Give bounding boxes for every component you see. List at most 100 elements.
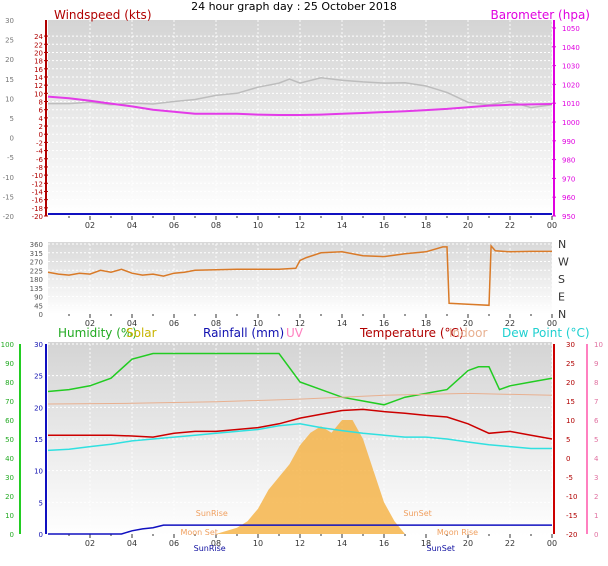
humidity-ytick-label: 50	[5, 436, 14, 444]
baro-ytick-label: 1000	[562, 119, 580, 127]
legend-indoor: Indoor	[449, 326, 487, 340]
wind-ytick-label: 10	[34, 90, 43, 98]
dir-xtick-label: 00	[547, 319, 557, 328]
temp-xtick-label: 08	[211, 539, 221, 548]
temp-ytick-label: 10	[566, 417, 575, 425]
dir-xtick-label: 08	[211, 319, 221, 328]
wind-panel: -20-18-16-14-12-10-8-6-4-202468101214161…	[3, 17, 580, 230]
temp-xtick-label: 02	[85, 539, 95, 548]
temperature-legend: Humidity (%) Solar Rainfall (mm) UV Temp…	[58, 326, 590, 340]
baro-ytick-label: 950	[562, 213, 575, 221]
baro-ytick-label: 970	[562, 175, 575, 183]
dir-compass-label: S	[558, 273, 565, 286]
temp-xtick-label: 22	[505, 539, 515, 548]
wind-xtick-label: 08	[211, 221, 221, 230]
temp-xtick-label: 14	[337, 539, 347, 548]
wind-ytick-label: 22	[34, 41, 43, 49]
temp-ytick-label: -5	[566, 474, 573, 482]
annotation-sunrise: SunRise	[196, 509, 228, 518]
temp-ytick-label: 20	[566, 379, 575, 387]
annotation-sunrise-axis: SunRise	[194, 544, 226, 553]
wind-ytick-label: 8	[39, 99, 43, 107]
temp-ytick-label: -20	[566, 531, 577, 539]
wind-ytick-label: -16	[32, 197, 44, 205]
legend-humidity: Humidity (%)	[58, 326, 137, 340]
temp-ytick-label: -15	[566, 512, 577, 520]
baro-ytick-label: 990	[562, 138, 575, 146]
annotation-sunset: SunSet	[403, 509, 431, 518]
uv-ytick-label: 6	[594, 417, 599, 425]
baro-ytick-label: 960	[562, 194, 575, 202]
humidity-ytick-label: 100	[1, 341, 14, 349]
wind-outer-ytick-label: -20	[3, 213, 14, 221]
uv-ytick-label: 1	[594, 512, 598, 520]
legend-uv: UV	[286, 326, 304, 340]
solar-area	[216, 420, 405, 534]
baro-label: Barometer (hpa)	[491, 8, 590, 22]
wind-ytick-label: -6	[36, 156, 44, 164]
dir-ytick-label: 270	[30, 259, 43, 267]
wind-ytick-label: 4	[39, 115, 44, 123]
dir-xtick-label: 14	[337, 319, 347, 328]
wind-outer-ytick-label: 30	[5, 17, 14, 25]
dir-compass-label: N	[558, 308, 566, 321]
baro-ytick-label: 1030	[562, 63, 580, 71]
temp-xtick-label: 18	[421, 539, 431, 548]
legend-solar: Solar	[126, 326, 157, 340]
wind-ytick-label: 14	[34, 74, 43, 82]
rain-ytick-label: 25	[34, 373, 43, 381]
dir-compass-label: E	[558, 291, 565, 304]
dir-xtick-label: 02	[85, 319, 95, 328]
baro-ytick-label: 1040	[562, 44, 580, 52]
annotation-moon-rise: Moon Rise	[437, 528, 478, 537]
wind-outer-ytick-label: 0	[10, 135, 14, 143]
dir-compass-label: N	[558, 238, 566, 251]
legend-dew-point: Dew Point (°C)	[502, 326, 590, 340]
temp-ytick-label: 5	[566, 436, 570, 444]
rain-ytick-label: 30	[34, 341, 43, 349]
series-humidity	[47, 352, 553, 406]
humidity-ytick-label: 90	[5, 360, 14, 368]
rain-ytick-label: 15	[34, 436, 43, 444]
wind-ytick-label: 0	[39, 131, 43, 139]
rain-ytick-label: 10	[34, 468, 43, 476]
wind-ytick-label: 6	[39, 107, 44, 115]
baro-ytick-label: 1010	[562, 100, 580, 108]
dir-ytick-label: 315	[30, 250, 43, 258]
wind-outer-ytick-label: -15	[3, 193, 14, 201]
temp-ytick-label: -10	[566, 493, 577, 501]
humidity-ytick-label: 60	[5, 417, 14, 425]
uv-ytick-label: 3	[594, 474, 598, 482]
temp-ytick-label: 30	[566, 341, 575, 349]
wind-ytick-label: 20	[34, 49, 43, 57]
dir-ytick-label: 45	[34, 302, 43, 310]
dir-xtick-label: 20	[463, 319, 473, 328]
wind-label: Windspeed (kts)	[54, 8, 152, 22]
dir-xtick-label: 04	[127, 319, 137, 328]
wind-xtick-label: 10	[253, 221, 263, 230]
humidity-ytick-label: 0	[10, 531, 14, 539]
wind-xtick-label: 20	[463, 221, 473, 230]
uv-ytick-label: 2	[594, 493, 598, 501]
wind-ytick-label: -10	[32, 172, 43, 180]
series-dew	[47, 423, 552, 452]
dir-xtick-label: 18	[421, 319, 431, 328]
uv-ytick-label: 8	[594, 379, 598, 387]
series-rain	[48, 524, 552, 535]
uv-ytick-label: 5	[594, 436, 598, 444]
baro-ytick-label: 980	[562, 157, 575, 165]
temp-xtick-label: 00	[547, 539, 557, 548]
annotation-moon-set: Moon Set	[180, 528, 217, 537]
wind-ytick-label: 18	[34, 58, 43, 66]
wind-ytick-label: -14	[32, 188, 44, 196]
wind-outer-ytick-label: -10	[3, 174, 14, 182]
wind-xtick-label: 02	[85, 221, 95, 230]
dir-compass-label: W	[558, 256, 569, 269]
wind-outer-ytick-label: 15	[5, 76, 14, 84]
wind-xtick-label: 12	[295, 221, 305, 230]
temp-ytick-label: 25	[566, 360, 575, 368]
wind-xtick-label: 06	[169, 221, 179, 230]
